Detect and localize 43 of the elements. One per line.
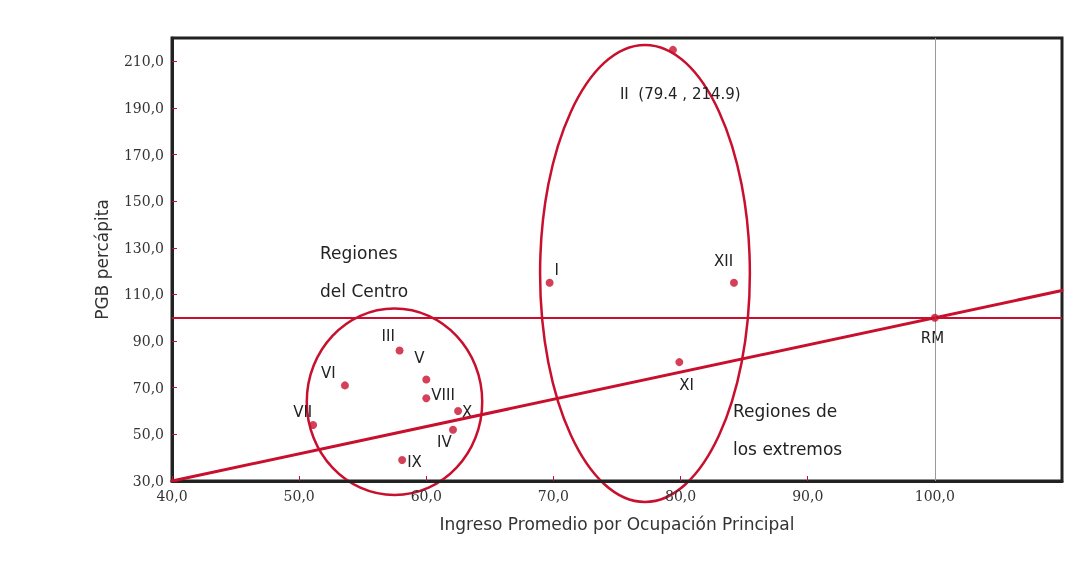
y-tick-label: 150,0 [123, 193, 164, 210]
y-tick-label: 190,0 [123, 99, 164, 116]
point [448, 425, 457, 434]
annotation: IX [407, 452, 422, 471]
y-tick-label: 170,0 [123, 146, 164, 163]
x-tick-label: 40,0 [156, 488, 188, 504]
x-tick-label: 70,0 [537, 488, 570, 504]
point [422, 375, 431, 384]
y-axis-title: PGB percápita [91, 199, 112, 320]
annotation: III [381, 326, 395, 345]
point [729, 278, 738, 287]
x-tick-label: 50,0 [283, 488, 315, 504]
annotation: V [414, 349, 426, 368]
annotation: RM [920, 329, 945, 348]
y-tick-label: 110,0 [123, 286, 164, 303]
y-tick-label: 50,0 [132, 426, 164, 443]
y-tick-label: 130,0 [123, 239, 164, 256]
x-tick-label: 60,0 [410, 488, 442, 504]
annotation: IV [436, 433, 453, 452]
annotation: XI [679, 375, 694, 394]
annotation: XII [713, 252, 734, 271]
point [675, 358, 684, 367]
annotation: Regiones de los extremos [733, 401, 843, 459]
annotation: VI [320, 363, 336, 382]
point [668, 45, 677, 54]
y-tick-label: 70,0 [132, 379, 164, 396]
y-tick-label: 30,0 [132, 473, 164, 489]
x-axis-title: Ingreso Promedio por Ocupación Principal [439, 513, 795, 534]
annotation: Regiones del Centro [320, 243, 409, 301]
annotation: I [554, 261, 560, 280]
point [395, 346, 404, 355]
x-tick-label: 100,0 [914, 488, 955, 504]
x-tick-label: 90,0 [792, 488, 824, 504]
y-tick-label: 90,0 [132, 333, 164, 350]
point [930, 313, 939, 322]
point [309, 421, 318, 430]
point [422, 394, 431, 403]
point [545, 278, 554, 287]
point [340, 381, 349, 390]
x-tick-label: 80,0 [664, 488, 697, 504]
point [398, 456, 407, 465]
annotation: VIII [431, 385, 455, 404]
y-tick-label: 210,0 [123, 53, 164, 70]
